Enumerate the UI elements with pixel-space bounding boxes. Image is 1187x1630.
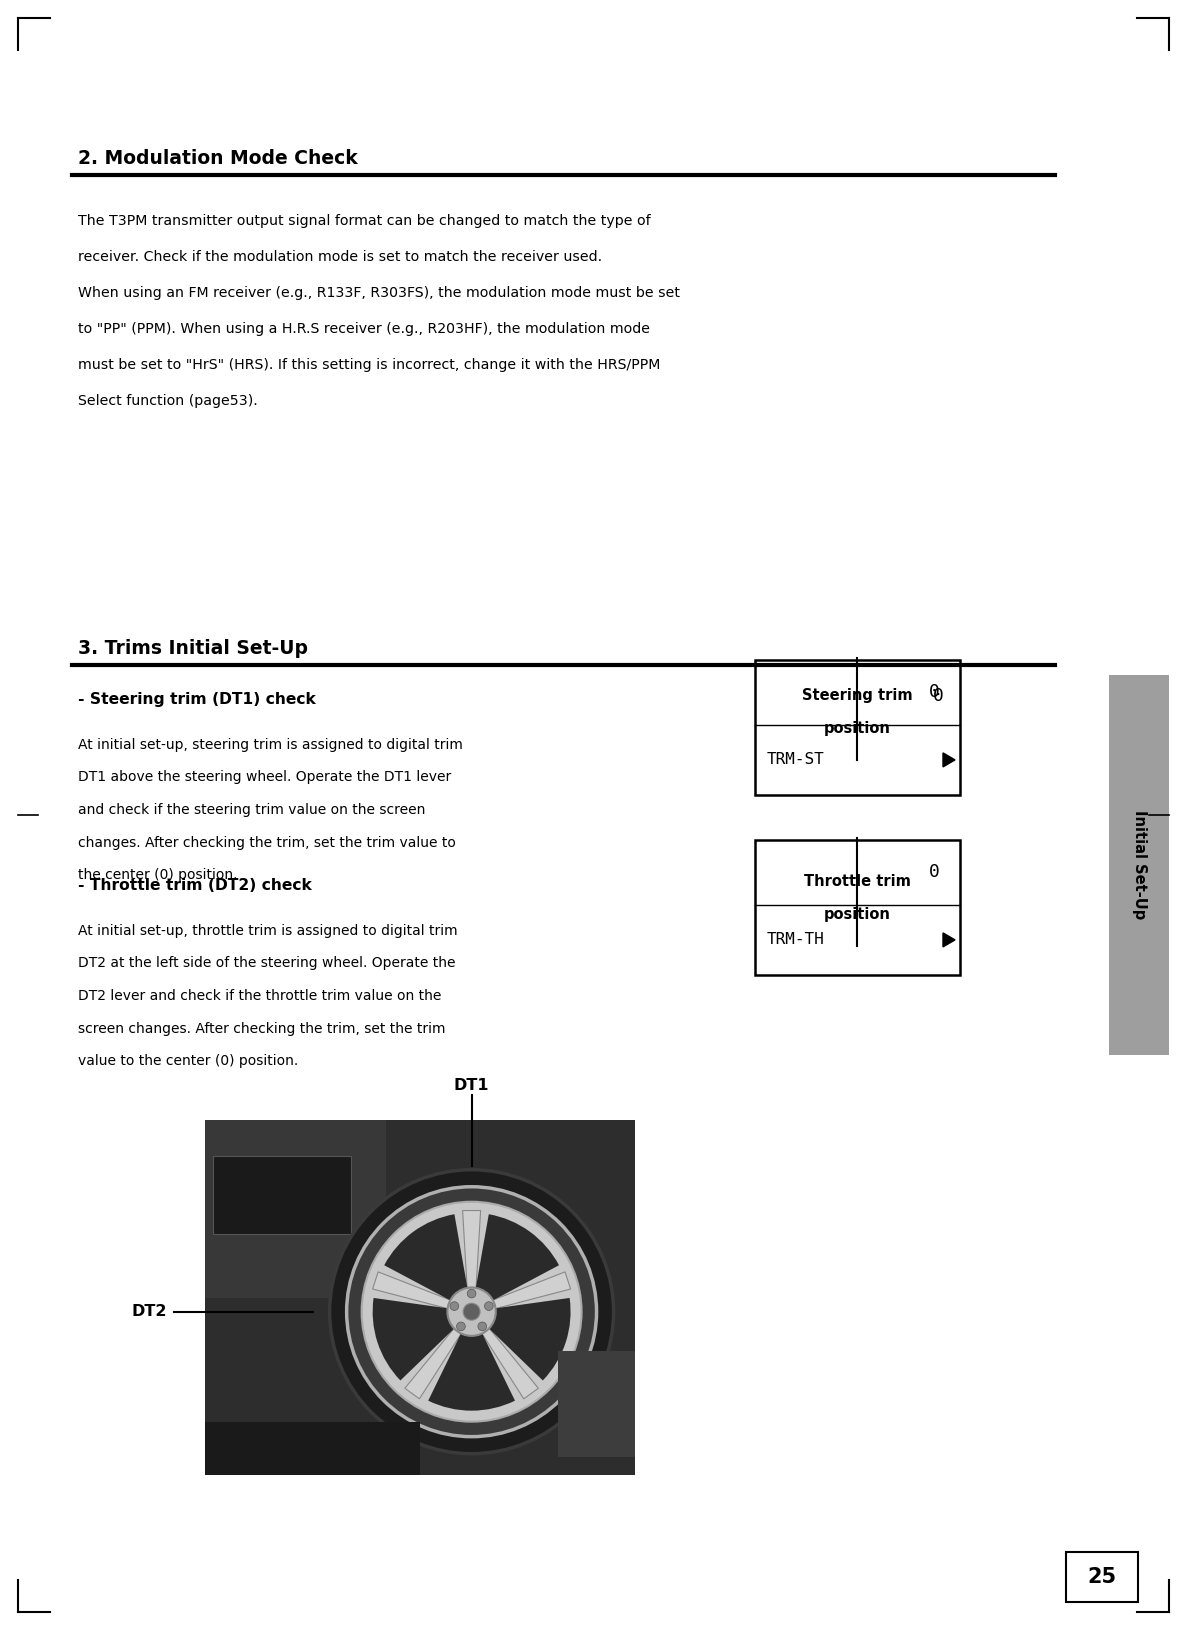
Text: TRM-ST: TRM-ST xyxy=(767,753,825,768)
Bar xyxy=(558,1351,635,1457)
Wedge shape xyxy=(471,1297,571,1381)
Text: - Throttle trim (DT2) check: - Throttle trim (DT2) check xyxy=(78,879,312,893)
Circle shape xyxy=(447,1288,496,1337)
Bar xyxy=(1109,675,1169,1055)
Wedge shape xyxy=(373,1297,471,1381)
Text: to "PP" (PPM). When using a H.R.S receiver (e.g., R203HF), the modulation mode: to "PP" (PPM). When using a H.R.S receiv… xyxy=(78,323,650,336)
Polygon shape xyxy=(494,1271,571,1309)
Text: 2. Modulation Mode Check: 2. Modulation Mode Check xyxy=(78,148,357,168)
Text: Initial Set-Up: Initial Set-Up xyxy=(1131,810,1147,919)
Text: Select function (page53).: Select function (page53). xyxy=(78,394,258,408)
Text: The T3PM transmitter output signal format can be changed to match the type of: The T3PM transmitter output signal forma… xyxy=(78,214,650,228)
Text: DT2: DT2 xyxy=(132,1304,167,1319)
Text: receiver. Check if the modulation mode is set to match the receiver used.: receiver. Check if the modulation mode i… xyxy=(78,249,602,264)
Wedge shape xyxy=(385,1214,471,1312)
Circle shape xyxy=(450,1302,458,1311)
Text: - Steering trim (DT1) check: - Steering trim (DT1) check xyxy=(78,693,316,707)
Text: Throttle trim: Throttle trim xyxy=(804,874,910,888)
Circle shape xyxy=(478,1322,487,1330)
Text: screen changes. After checking the trim, set the trim: screen changes. After checking the trim,… xyxy=(78,1022,445,1035)
Text: 25: 25 xyxy=(1087,1566,1117,1588)
Text: and check if the steering trim value on the screen: and check if the steering trim value on … xyxy=(78,804,425,817)
Circle shape xyxy=(457,1322,465,1330)
Text: DT1: DT1 xyxy=(453,1077,489,1094)
Text: DT1 above the steering wheel. Operate the DT1 lever: DT1 above the steering wheel. Operate th… xyxy=(78,771,451,784)
Text: the center (0) position.: the center (0) position. xyxy=(78,869,237,882)
Bar xyxy=(755,660,960,795)
Bar xyxy=(205,1421,420,1475)
Polygon shape xyxy=(942,753,956,766)
Circle shape xyxy=(347,1187,597,1436)
Text: 3. Trims Initial Set-Up: 3. Trims Initial Set-Up xyxy=(78,639,307,659)
Bar xyxy=(205,1120,635,1475)
Text: position: position xyxy=(824,720,891,737)
Text: value to the center (0) position.: value to the center (0) position. xyxy=(78,1055,298,1068)
Circle shape xyxy=(468,1289,476,1297)
Polygon shape xyxy=(942,932,956,947)
Circle shape xyxy=(362,1201,582,1421)
Polygon shape xyxy=(373,1271,450,1309)
Circle shape xyxy=(463,1304,480,1320)
Text: changes. After checking the trim, set the trim value to: changes. After checking the trim, set th… xyxy=(78,836,456,849)
Bar xyxy=(205,1120,386,1297)
Bar xyxy=(1066,1552,1138,1602)
Text: At initial set-up, steering trim is assigned to digital trim: At initial set-up, steering trim is assi… xyxy=(78,738,463,751)
Text: 0: 0 xyxy=(928,864,939,882)
Polygon shape xyxy=(463,1211,481,1288)
Text: DT2 at the left side of the steering wheel. Operate the: DT2 at the left side of the steering whe… xyxy=(78,957,456,970)
Wedge shape xyxy=(429,1312,515,1410)
Text: 0: 0 xyxy=(933,686,944,704)
Wedge shape xyxy=(471,1214,559,1312)
Bar xyxy=(212,1156,350,1234)
Polygon shape xyxy=(405,1328,461,1399)
Text: Steering trim: Steering trim xyxy=(802,688,913,703)
Text: When using an FM receiver (e.g., R133F, R303FS), the modulation mode must be set: When using an FM receiver (e.g., R133F, … xyxy=(78,285,680,300)
Polygon shape xyxy=(482,1328,539,1399)
Text: DT2 lever and check if the throttle trim value on the: DT2 lever and check if the throttle trim… xyxy=(78,989,442,1002)
Circle shape xyxy=(484,1302,494,1311)
Text: TRM-TH: TRM-TH xyxy=(767,932,825,947)
Bar xyxy=(755,839,960,975)
Text: 0: 0 xyxy=(928,683,939,701)
Text: position: position xyxy=(824,906,891,923)
Text: At initial set-up, throttle trim is assigned to digital trim: At initial set-up, throttle trim is assi… xyxy=(78,924,458,937)
Text: must be set to "HrS" (HRS). If this setting is incorrect, change it with the HRS: must be set to "HrS" (HRS). If this sett… xyxy=(78,359,660,372)
Circle shape xyxy=(330,1170,614,1454)
